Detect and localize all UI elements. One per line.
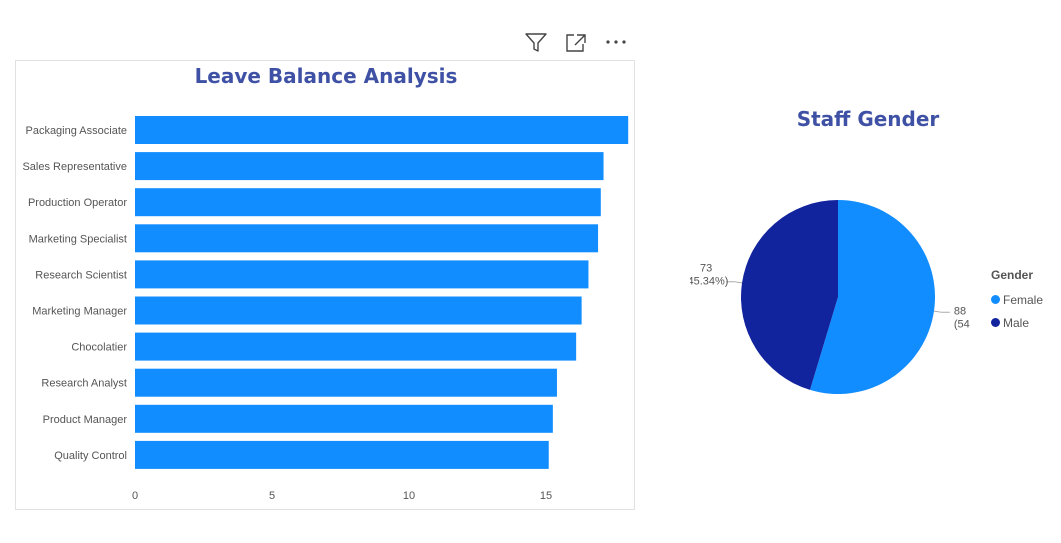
bar-research-scientist[interactable] — [135, 260, 589, 289]
female-label-value: 88 — [954, 305, 966, 317]
legend-item-male[interactable]: Male — [991, 311, 1043, 334]
bar-quality-control[interactable] — [135, 440, 549, 469]
bar-product-manager[interactable] — [135, 404, 553, 433]
bar-marketing-manager[interactable] — [135, 296, 582, 325]
staff-gender-pie-chart: 88(54.66%) 73(45.34%) — [690, 200, 970, 394]
more-options-icon[interactable] — [602, 28, 632, 56]
gender-legend: Gender Female Male — [991, 268, 1043, 334]
category-label: Chocolatier — [71, 342, 127, 354]
pie-slice-male[interactable] — [741, 200, 838, 390]
legend-label-male: Male — [1003, 315, 1030, 330]
pie-chart-title: Staff Gender — [796, 107, 940, 131]
filter-icon[interactable] — [522, 28, 552, 56]
focus-mode-icon[interactable] — [562, 28, 592, 56]
x-tick-label: 15 — [540, 490, 552, 502]
female-label-percent: (54.66%) — [954, 318, 970, 330]
leader-line-male — [726, 281, 743, 284]
bar-chart-title: Leave Balance Analysis — [194, 64, 458, 88]
category-label: Packaging Associate — [25, 125, 127, 137]
visual-toolbar — [520, 28, 635, 56]
bar-research-analyst[interactable] — [135, 368, 557, 397]
category-label: Product Manager — [43, 414, 128, 426]
legend-label-female: Female — [1003, 292, 1044, 307]
legend-title: Gender — [991, 268, 1034, 282]
category-label: Marketing Manager — [32, 306, 127, 318]
category-label: Research Scientist — [35, 269, 127, 281]
legend-dot-male — [991, 318, 1000, 327]
category-label: Research Analyst — [41, 378, 127, 390]
male-label-percent: (45.34%) — [690, 276, 728, 288]
pie-slice-female[interactable] — [810, 200, 935, 394]
category-label: Production Operator — [28, 197, 127, 209]
leave-balance-chart-card: Leave Balance Analysis Packaging Associa… — [15, 60, 635, 510]
category-label: Quality Control — [54, 450, 127, 462]
x-tick-label: 10 — [403, 490, 415, 502]
category-label: Sales Representative — [22, 161, 127, 173]
bar-marketing-specialist[interactable] — [135, 224, 599, 253]
leave-balance-bar-chart: Packaging Associate Sales Representative P… — [22, 116, 629, 502]
x-tick-label: 5 — [269, 490, 275, 502]
category-label: Marketing Specialist — [29, 233, 127, 245]
bar-chocolatier[interactable] — [135, 332, 577, 361]
legend-dot-female — [991, 295, 1000, 304]
bar-packaging-associate[interactable] — [135, 116, 629, 144]
legend-item-female[interactable]: Female — [991, 288, 1043, 311]
male-label-value: 73 — [700, 263, 712, 275]
bar-production-operator[interactable] — [135, 188, 601, 217]
leader-line-female — [933, 310, 950, 313]
x-tick-label: 0 — [132, 490, 138, 502]
bar-sales-representative[interactable] — [135, 152, 604, 181]
